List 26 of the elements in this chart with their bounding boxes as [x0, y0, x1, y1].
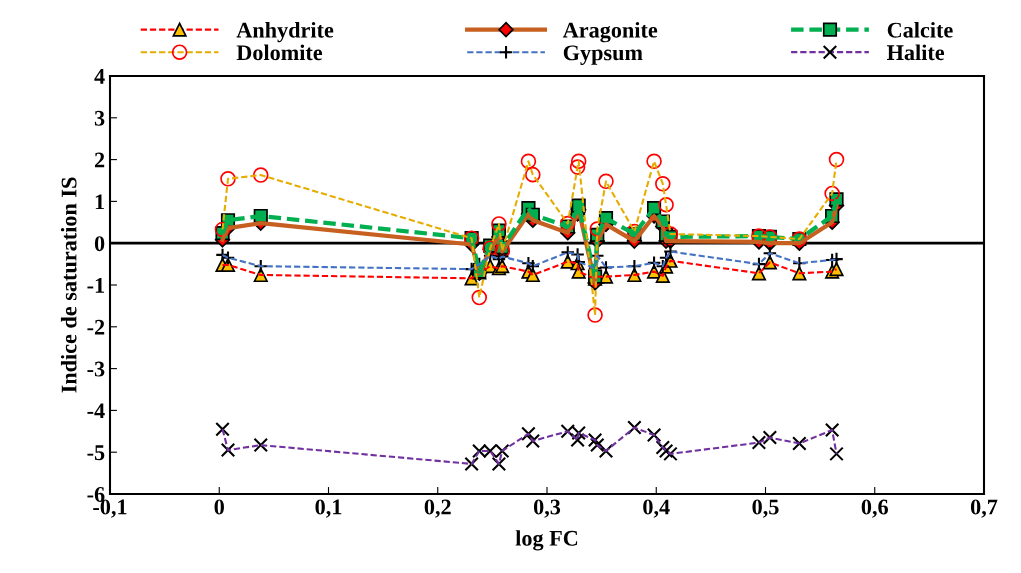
- y-tick-label: 4: [94, 69, 105, 84]
- x-tick-label: 0,3: [533, 499, 561, 518]
- x-axis-title: log FC: [515, 530, 578, 551]
- legend-label: Anhydrite: [236, 21, 334, 43]
- x-tick-label: 0,6: [861, 499, 888, 518]
- legend-label: Halite: [887, 44, 945, 61]
- legend-label: Dolomite: [236, 44, 323, 61]
- x-tick-label: 0,2: [424, 499, 451, 518]
- x-tick-label: 0,1: [315, 499, 342, 518]
- y-tick-label: -4: [87, 403, 105, 419]
- x-tick-label: 0,4: [643, 499, 670, 518]
- x-tick-label: 0,5: [752, 499, 779, 518]
- y-tick-label: 3: [94, 110, 105, 126]
- y-tick-label: -3: [87, 361, 105, 377]
- legend-label: Gypsum: [563, 45, 643, 65]
- y-tick-label: 0: [94, 236, 105, 252]
- y-tick-label: -2: [87, 319, 105, 335]
- y-tick-label: 2: [94, 152, 105, 168]
- legend-label: Aragonite: [562, 21, 658, 43]
- y-axis-title: Indice de saturation IS: [60, 177, 77, 393]
- x-tick-label: 0,7: [970, 499, 998, 518]
- y-tick-label: -5: [87, 445, 105, 461]
- x-tick-label: 0: [214, 499, 224, 515]
- legend-label: Calcite: [887, 21, 953, 38]
- y-tick-label: -1: [87, 278, 104, 293]
- y-tick-label: 1: [95, 194, 104, 210]
